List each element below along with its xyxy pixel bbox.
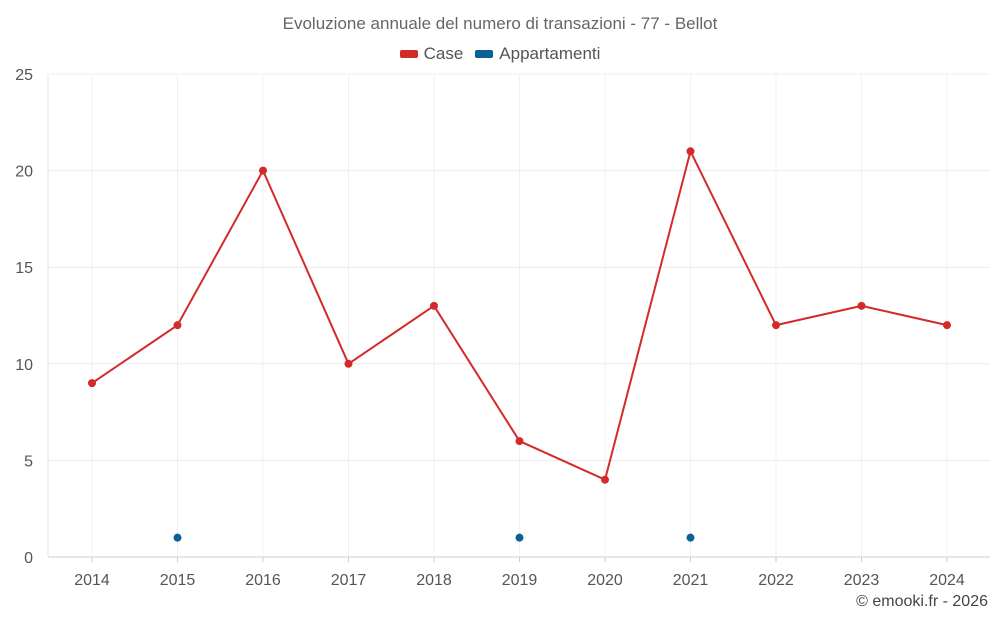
legend-swatch-appartamenti bbox=[475, 50, 494, 58]
x-tick-label: 2020 bbox=[587, 572, 623, 589]
data-point-appartamenti bbox=[686, 533, 695, 542]
legend-swatch-case bbox=[399, 50, 418, 58]
data-point-case bbox=[601, 475, 609, 484]
chart-title: Evoluzione annuale del numero di transaz… bbox=[282, 14, 718, 33]
y-tick-label: 0 bbox=[24, 550, 33, 567]
data-point-case bbox=[943, 321, 951, 330]
y-tick-label: 5 bbox=[24, 453, 33, 470]
credit-text: © emooki.fr - 2026 bbox=[856, 593, 988, 610]
legend-item-appartamenti[interactable]: Appartamenti bbox=[475, 44, 600, 64]
data-point-case bbox=[430, 301, 438, 310]
data-point-appartamenti bbox=[515, 533, 524, 542]
x-tick-label: 2017 bbox=[331, 572, 367, 589]
data-point-case bbox=[259, 166, 267, 175]
x-tick-label: 2014 bbox=[74, 572, 110, 589]
data-point-case bbox=[173, 321, 182, 330]
grid bbox=[47, 73, 990, 558]
legend-item-case[interactable]: Case bbox=[399, 44, 464, 64]
data-point-case bbox=[772, 321, 780, 330]
legend: Case Appartamenti bbox=[0, 44, 1000, 64]
data-point-case bbox=[515, 437, 524, 446]
data-point-case bbox=[857, 301, 866, 310]
x-tick-label: 2015 bbox=[160, 572, 196, 589]
x-tick-label: 2021 bbox=[673, 572, 709, 589]
y-tick-label: 15 bbox=[15, 260, 33, 277]
data-point-case bbox=[686, 147, 695, 156]
x-tick-label: 2022 bbox=[758, 572, 794, 589]
y-tick-label: 10 bbox=[15, 357, 33, 374]
data-point-appartamenti bbox=[173, 533, 182, 542]
x-tick-label: 2016 bbox=[245, 572, 281, 589]
x-tick-label: 2023 bbox=[844, 572, 880, 589]
x-tick-label: 2024 bbox=[929, 572, 965, 589]
y-tick-label: 25 bbox=[15, 67, 33, 84]
data-point-case bbox=[344, 359, 353, 368]
x-tick-label: 2019 bbox=[502, 572, 538, 589]
x-tick-label: 2018 bbox=[416, 572, 452, 589]
y-tick-label: 20 bbox=[15, 164, 33, 181]
data-point-case bbox=[88, 379, 96, 388]
legend-label-case: Case bbox=[423, 44, 464, 63]
series bbox=[88, 147, 951, 542]
axes: 0 5 10 15 20 25 2014 2015 2016 2017 2018 2019 2020 20… bbox=[15, 67, 965, 589]
legend-label-appartamenti: Appartamenti bbox=[499, 44, 601, 63]
